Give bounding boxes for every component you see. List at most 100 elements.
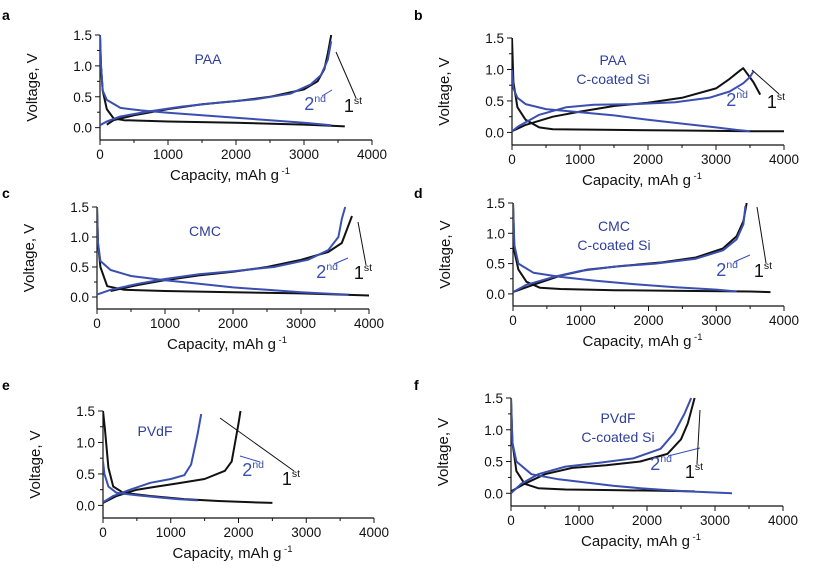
binder-label: PAA: [600, 52, 628, 68]
series-line-1st-discharge: [103, 410, 273, 504]
annotation-arrow-1st: [335, 51, 357, 99]
y-tick-label: 0.5: [70, 260, 89, 275]
x-axis-title-superscript: -1: [276, 335, 287, 346]
annotation-2nd: 2nd: [716, 259, 738, 280]
series-line-1st-charge: [512, 67, 762, 133]
x-axis-title-superscript: -1: [281, 544, 292, 555]
panel-e: e 0 1000 2000 3000 4000 0.0 0.5 1.0 1.5 Capacity, …: [2, 377, 389, 562]
x-axis-title-superscript: -1: [690, 532, 701, 543]
x-axis-title: Capacity, mAh g -1: [582, 332, 702, 350]
x-tick-label: 2000: [218, 316, 248, 331]
panel-letter: a: [2, 7, 10, 23]
panel-letter: c: [2, 185, 10, 201]
panel-c: c 0 1000 2000 3000 4000 0.0 0.5 1.0 1.5 Capacity, …: [2, 185, 384, 353]
annotation-2nd-superscript: nd: [314, 93, 326, 105]
panel-letter: f: [414, 377, 419, 393]
annotation-1st: 1st: [685, 461, 703, 482]
binder-label-line2: C-coated Si: [576, 71, 649, 87]
series-line-1st-discharge: [97, 206, 369, 297]
annotation-1st-superscript: st: [292, 468, 300, 480]
x-tick-label: 3000: [700, 513, 730, 528]
x-tick-label: 0: [93, 316, 101, 331]
annotation-1st: 1st: [282, 468, 300, 489]
y-axis-title: Voltage, V: [437, 220, 454, 288]
panel-letter: e: [2, 377, 10, 393]
series-line-2nd-discharge: [511, 397, 733, 495]
panel-b: b 0 1000 2000 3000 4000 0.0 0.5 1.0 1.5 Capacity, …: [414, 7, 799, 189]
series-line-2nd-charge: [97, 206, 347, 296]
x-axis-title: Capacity, mAh g -1: [582, 171, 702, 189]
panel-a: a 0 1000 2000 3000 4000 0.0 0.5 1.0 1.5 Capacity, …: [2, 7, 387, 184]
binder-label: PVdF: [137, 423, 172, 439]
annotation-1st: 1st: [767, 91, 785, 112]
series-line-2nd-charge: [100, 41, 333, 127]
y-tick-label: 1.5: [486, 196, 505, 211]
panel-d: d 0 1000 2000 3000 4000 0.0 0.5 1.0 1.5 Capacity, …: [414, 185, 799, 350]
y-tick-label: 1.0: [484, 423, 503, 438]
annotation-2nd: 2nd: [304, 93, 326, 114]
y-tick-label: 1.5: [70, 200, 89, 215]
y-tick-label: 0.0: [484, 486, 503, 501]
x-tick-label: 4000: [357, 147, 387, 162]
x-tick-label: 2000: [632, 513, 662, 528]
y-tick-label: 0.0: [485, 125, 504, 140]
x-tick-label: 0: [96, 147, 104, 162]
y-tick-label: 0.5: [486, 257, 505, 272]
annotation-2nd: 2nd: [242, 459, 264, 480]
x-tick-label: 4000: [354, 316, 384, 331]
x-tick-label: 2000: [221, 147, 251, 162]
y-tick-label: 0.5: [76, 467, 95, 482]
x-tick-label: 4000: [768, 513, 798, 528]
annotation-arrow-1st: [756, 206, 767, 264]
x-tick-label: 1000: [564, 513, 594, 528]
annotation-arrow-1st: [696, 409, 701, 465]
y-tick-label: 0.0: [70, 290, 89, 305]
x-tick-label: 2000: [633, 152, 663, 167]
annotation-1st-superscript: st: [354, 95, 362, 107]
x-tick-label: 1000: [150, 316, 180, 331]
annotation-1st-superscript: st: [777, 91, 785, 103]
annotation-2nd-superscript: nd: [326, 261, 338, 273]
y-tick-label: 1.0: [486, 226, 505, 241]
x-tick-label: 4000: [769, 313, 799, 328]
x-axis-title: Capacity, mAh g -1: [581, 532, 701, 550]
annotation-1st: 1st: [344, 95, 362, 116]
series-line-2nd-discharge: [97, 206, 349, 296]
series-line-1st-charge: [103, 410, 242, 504]
x-axis-title: Capacity, mAh g -1: [170, 166, 290, 184]
y-tick-label: 0.0: [73, 121, 92, 136]
x-tick-label: 1000: [566, 313, 596, 328]
y-axis-title: Voltage, V: [24, 53, 41, 121]
panel-f: f 0 1000 2000 3000 4000 0.0 0.5 1.0 1.5 Capacity, …: [414, 377, 798, 550]
annotation-arrow-2nd: [321, 89, 333, 97]
series-line-2nd-discharge: [513, 202, 737, 293]
annotation-1st-superscript: st: [695, 461, 703, 473]
series-line-1st-charge: [511, 397, 696, 493]
y-tick-label: 1.5: [73, 28, 92, 43]
annotation-2nd-superscript: nd: [660, 453, 672, 465]
annotation-arrow-1st: [357, 221, 367, 266]
annotation-arrow-2nd: [667, 447, 701, 457]
x-tick-label: 4000: [359, 525, 389, 540]
annotation-arrow-2nd: [733, 254, 751, 263]
x-tick-label: 3000: [289, 147, 319, 162]
x-tick-label: 4000: [769, 152, 799, 167]
x-tick-label: 3000: [291, 525, 321, 540]
y-tick-label: 1.0: [70, 230, 89, 245]
annotation-2nd: 2nd: [650, 453, 672, 474]
y-tick-label: 1.5: [485, 31, 504, 46]
annotation-arrow-2nd: [333, 257, 349, 265]
y-tick-label: 1.5: [484, 391, 503, 406]
y-axis-title: Voltage, V: [435, 418, 452, 486]
binder-label-line2: C-coated Si: [577, 237, 650, 253]
x-tick-label: 0: [507, 513, 515, 528]
x-axis-title: Capacity, mAh g -1: [172, 544, 292, 562]
x-tick-label: 2000: [633, 313, 663, 328]
annotation-2nd-superscript: nd: [252, 459, 264, 471]
binder-label: CMC: [189, 223, 221, 239]
annotation-arrow-1st: [751, 69, 780, 95]
annotation-arrow-2nd: [737, 87, 745, 93]
y-tick-label: 1.5: [76, 404, 95, 419]
series-line-2nd-charge: [511, 397, 693, 495]
